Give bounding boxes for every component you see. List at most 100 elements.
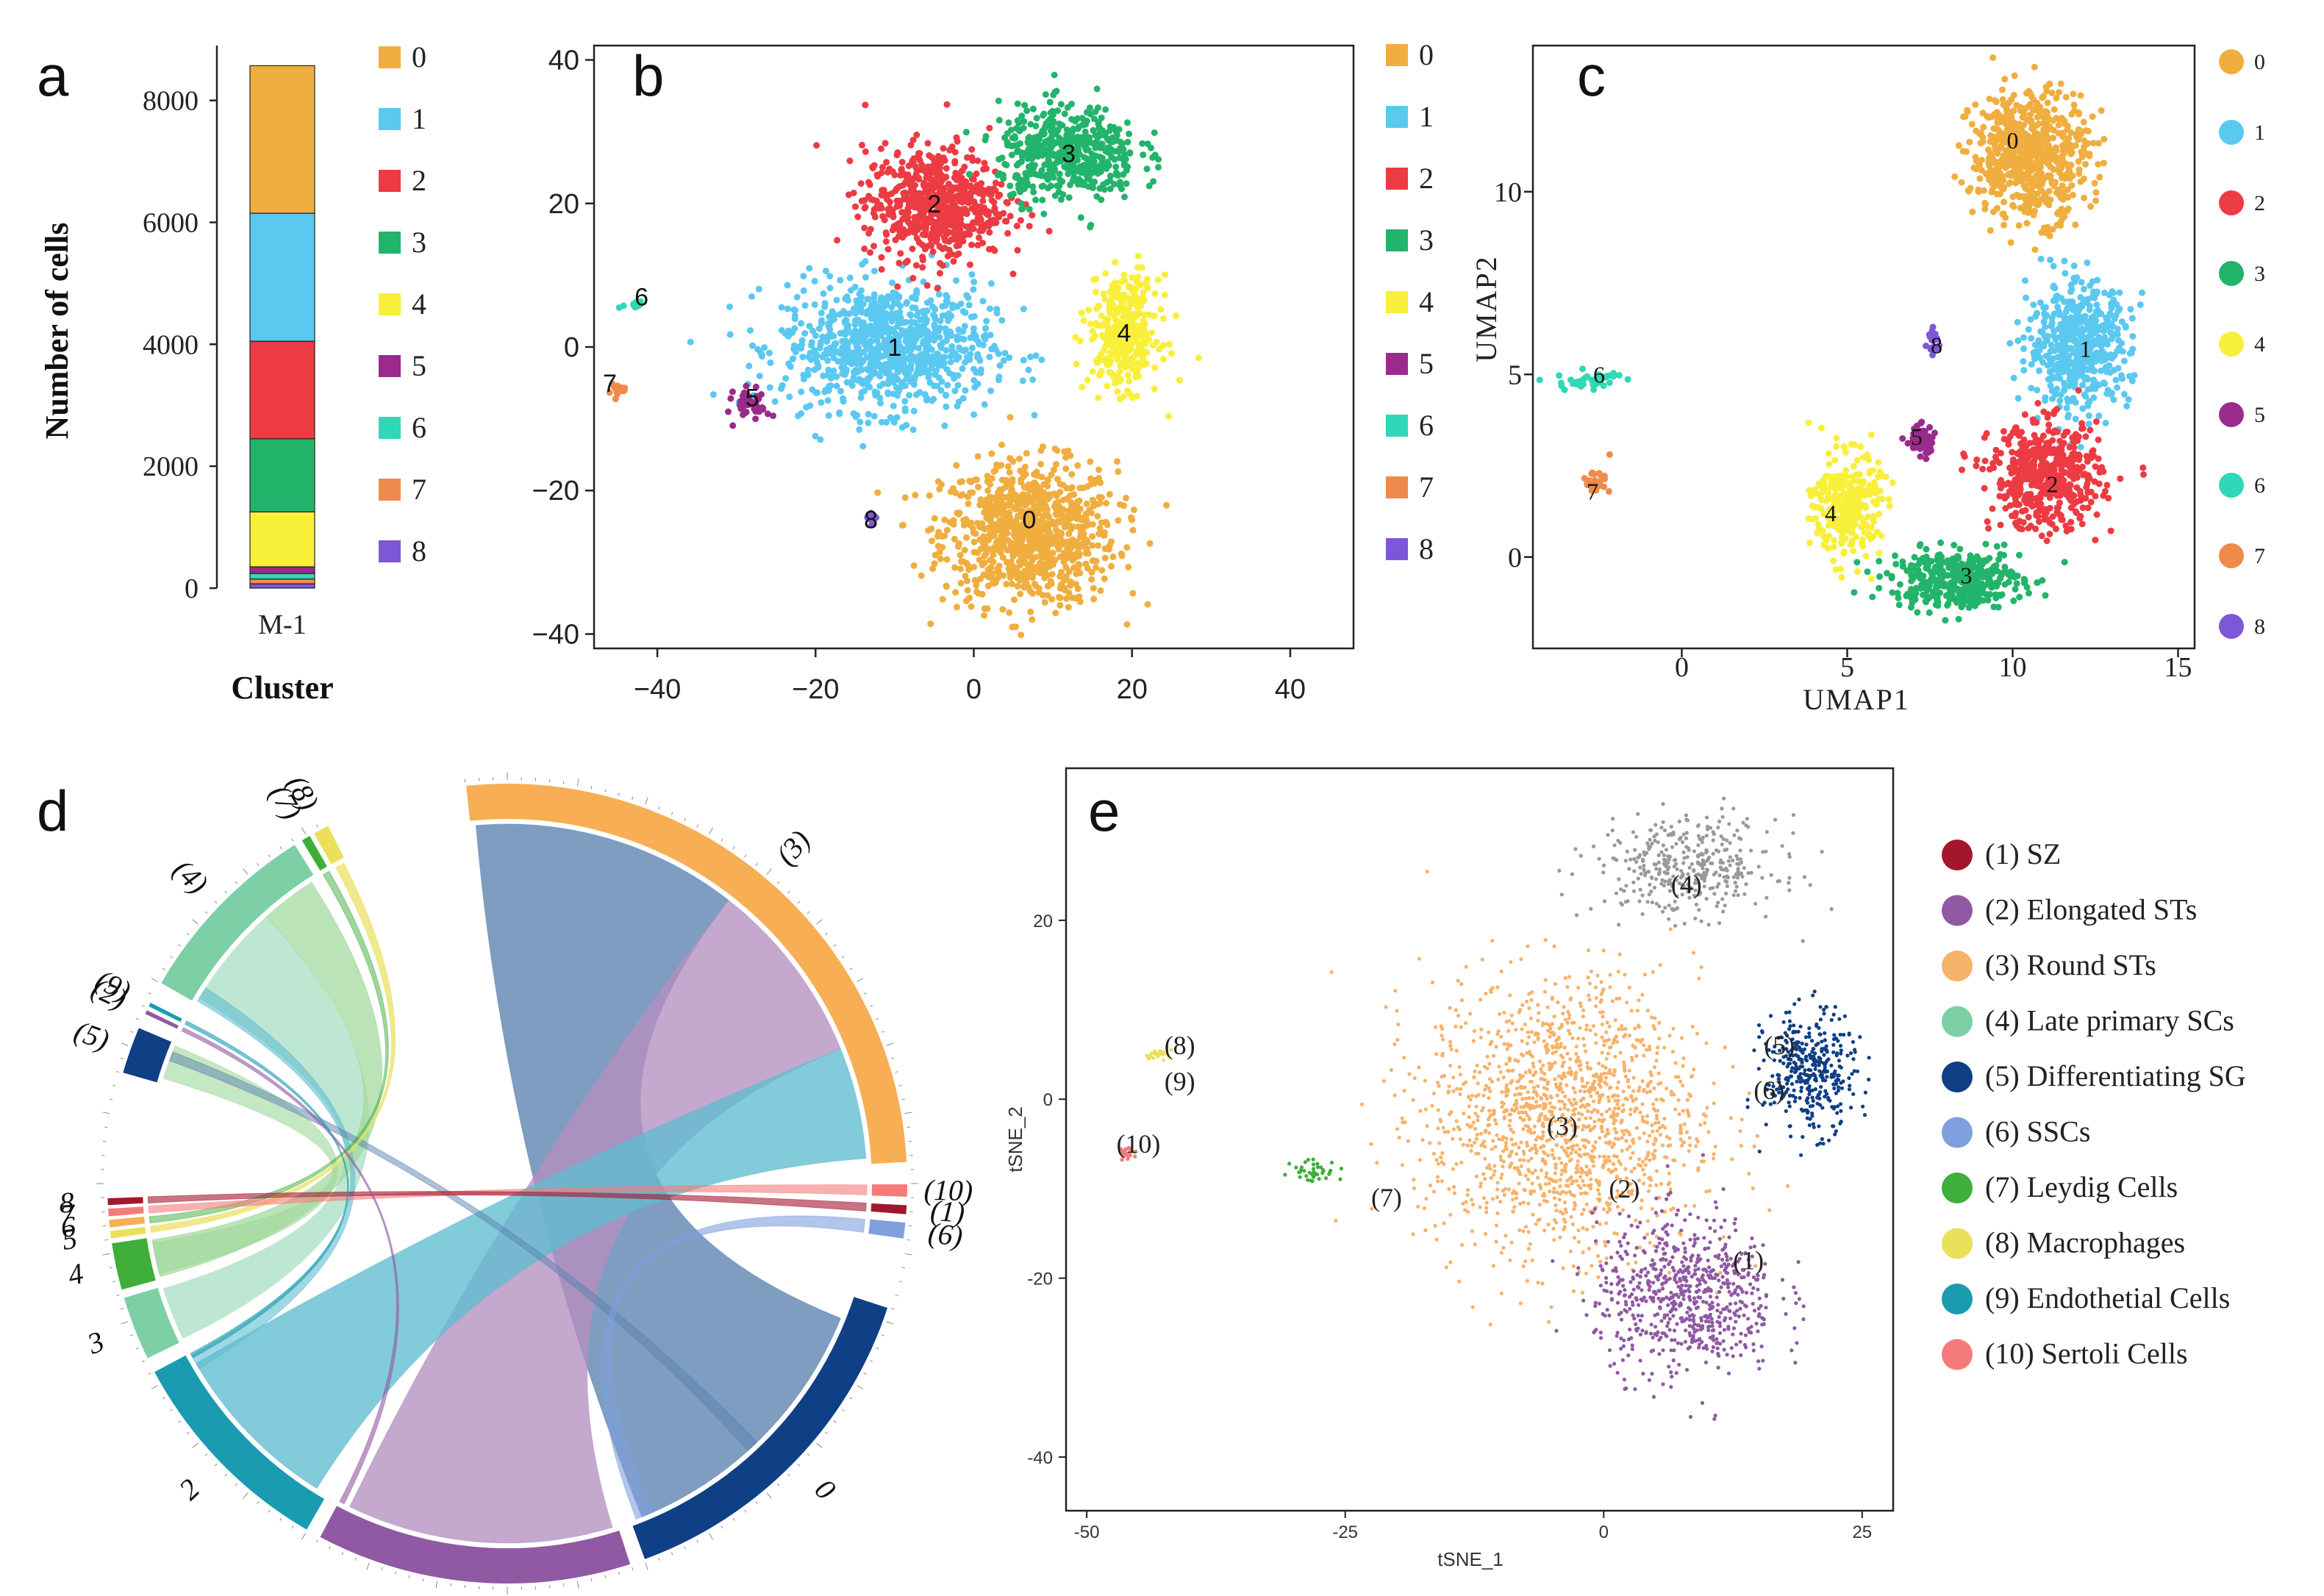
point (789, 355, 796, 362)
point (1157, 306, 1165, 313)
point (1077, 214, 1084, 221)
point (2094, 288, 2100, 296)
point (958, 168, 965, 175)
legend-swatch-1 (379, 108, 401, 130)
point (999, 606, 1007, 613)
point (995, 350, 1002, 357)
point (865, 343, 873, 351)
point (1026, 206, 1033, 213)
point (1062, 454, 1069, 461)
point (1163, 501, 1170, 509)
point (951, 564, 959, 571)
point (2001, 198, 2007, 206)
point (920, 180, 928, 187)
point (850, 368, 857, 376)
point (1195, 354, 1202, 362)
point (981, 612, 988, 619)
point (1980, 187, 1987, 194)
point (1018, 520, 1026, 528)
point (968, 313, 975, 321)
point (882, 140, 889, 147)
point (1029, 105, 1037, 112)
point (923, 307, 931, 315)
point (1093, 320, 1100, 326)
point (1089, 520, 1096, 528)
point (965, 301, 973, 309)
point (1056, 182, 1063, 190)
point (826, 273, 834, 280)
point (2044, 99, 2051, 107)
point (901, 494, 909, 501)
point (883, 231, 890, 238)
point (982, 137, 989, 143)
point (877, 297, 884, 304)
point (979, 562, 986, 568)
point (1090, 584, 1097, 592)
cluster-label-8: 8 (864, 506, 878, 534)
point (2089, 113, 2096, 121)
point (833, 296, 840, 304)
point (778, 385, 784, 393)
point (971, 476, 979, 484)
point (2087, 282, 2094, 289)
point (1075, 513, 1082, 520)
point (1009, 580, 1016, 587)
point (954, 218, 962, 225)
point (865, 410, 872, 418)
point (1102, 343, 1109, 350)
point (928, 525, 935, 532)
point (2084, 504, 2092, 512)
point (988, 519, 995, 526)
point (932, 306, 939, 313)
point (2139, 464, 2147, 471)
point (1110, 324, 1118, 332)
point (824, 372, 832, 379)
point (1072, 334, 1079, 341)
point (988, 197, 995, 204)
point (2056, 89, 2062, 96)
point (951, 372, 958, 379)
point (986, 229, 993, 236)
point (2017, 165, 2024, 172)
point (2039, 173, 2046, 181)
point (878, 192, 885, 199)
point (778, 326, 785, 334)
legend-swatch-2 (379, 170, 401, 192)
point (992, 496, 999, 504)
point (2036, 161, 2043, 168)
point (1962, 112, 1969, 120)
point (843, 366, 850, 373)
point (1076, 124, 1083, 130)
point (854, 360, 861, 368)
point (882, 238, 890, 245)
point (2085, 412, 2092, 419)
point (945, 246, 953, 254)
point (1012, 533, 1018, 540)
point (2000, 428, 2007, 435)
point (2086, 152, 2093, 160)
point (1096, 124, 1104, 132)
point (906, 392, 913, 399)
point (1070, 491, 1078, 498)
legend-swatch-4 (379, 293, 401, 315)
point (845, 356, 853, 363)
point (948, 209, 956, 216)
point (816, 325, 823, 332)
point (896, 202, 904, 210)
point (1020, 305, 1027, 312)
point (950, 258, 957, 265)
point (2048, 359, 2055, 367)
point (2087, 203, 2095, 210)
point (1048, 471, 1055, 479)
point (998, 181, 1005, 188)
point (2054, 309, 2062, 316)
point (2070, 262, 2078, 270)
point (1095, 493, 1103, 501)
point (826, 321, 833, 329)
point (2022, 277, 2028, 285)
point (1105, 137, 1112, 144)
x-tick-label: 40 (1275, 674, 1306, 705)
point (934, 285, 941, 292)
point (1093, 85, 1101, 93)
point (845, 297, 851, 304)
